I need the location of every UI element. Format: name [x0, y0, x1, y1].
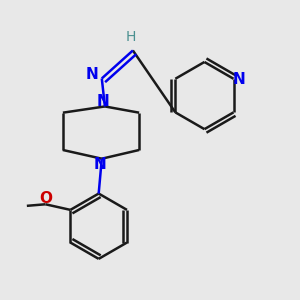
Text: N: N	[94, 158, 106, 172]
Text: N: N	[86, 67, 99, 82]
Text: N: N	[233, 72, 245, 87]
Text: N: N	[97, 94, 110, 109]
Text: H: H	[125, 30, 136, 44]
Text: O: O	[39, 190, 52, 206]
